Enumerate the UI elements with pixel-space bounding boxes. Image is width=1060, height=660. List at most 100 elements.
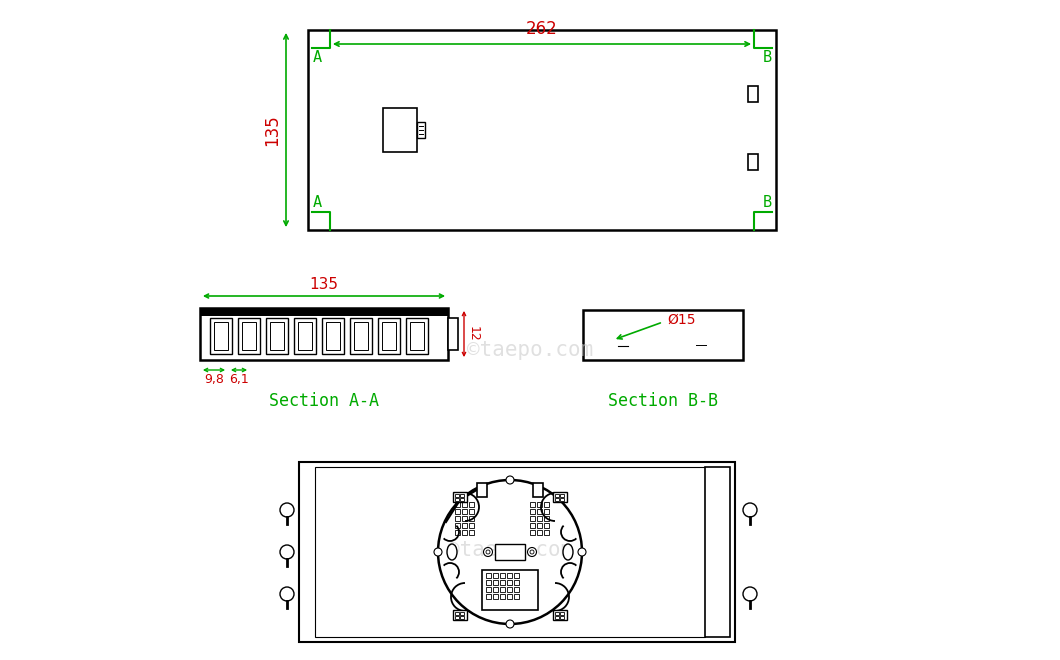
Bar [455,523,460,528]
Bar [530,502,535,507]
Bar [555,612,559,615]
Bar [500,580,505,585]
Bar [460,498,464,501]
Bar [493,573,498,578]
Bar [530,516,535,521]
Bar [383,108,417,152]
Bar [455,616,459,619]
Ellipse shape [447,544,457,560]
Bar [544,523,549,528]
Bar [406,318,428,354]
Circle shape [528,548,536,556]
Bar [448,318,458,350]
Bar [469,516,474,521]
Bar [514,587,519,592]
Text: A: A [313,195,321,210]
Ellipse shape [695,325,707,345]
Bar [705,467,730,637]
Bar [485,580,491,585]
Bar [462,502,467,507]
Bar [553,492,567,502]
Bar [298,322,312,350]
Bar [200,308,448,360]
Bar [507,573,512,578]
Bar [537,523,542,528]
Circle shape [743,503,757,517]
Bar [500,594,505,599]
Bar [507,594,512,599]
Bar [495,544,525,560]
Bar [555,616,559,619]
Bar [537,530,542,535]
Bar [544,509,549,514]
Text: 6,1: 6,1 [229,373,249,386]
Bar [469,523,474,528]
Bar [469,502,474,507]
Bar [294,318,316,354]
Bar [460,612,464,615]
Bar [530,509,535,514]
Bar [485,587,491,592]
Circle shape [438,480,582,624]
Text: B: B [762,50,772,65]
Bar [455,498,459,501]
Bar [214,322,228,350]
Bar [533,483,543,497]
Bar [200,308,448,316]
Circle shape [434,548,442,556]
Bar [460,616,464,619]
Bar [462,530,467,535]
Circle shape [708,555,726,573]
Text: A: A [313,50,321,65]
Circle shape [506,620,514,628]
Bar [514,573,519,578]
Bar [270,322,284,350]
Text: Section B-B: Section B-B [608,392,718,410]
Ellipse shape [691,320,710,350]
Bar [544,502,549,507]
Bar [460,494,464,497]
Bar [748,86,758,102]
Bar [560,616,564,619]
Bar [530,523,535,528]
Bar [455,530,460,535]
Bar [382,322,396,350]
Bar [544,530,549,535]
Bar [500,587,505,592]
Circle shape [713,560,721,568]
Bar [560,498,564,501]
Ellipse shape [617,324,630,346]
Bar [315,467,705,637]
Bar [583,310,743,360]
Bar [350,318,372,354]
Circle shape [713,512,721,519]
Bar [555,494,559,497]
Bar [266,318,288,354]
Bar [455,612,459,615]
Bar [485,573,491,578]
Circle shape [743,587,757,601]
Ellipse shape [390,115,410,145]
Bar [455,509,460,514]
Bar [477,483,487,497]
Bar [238,318,260,354]
Text: 135: 135 [263,114,281,146]
Bar [507,587,512,592]
Bar [322,318,344,354]
Bar [537,516,542,521]
Bar [493,594,498,599]
Bar [493,587,498,592]
Ellipse shape [563,544,573,560]
Circle shape [280,587,294,601]
Bar [748,154,758,170]
Bar [242,322,257,350]
Ellipse shape [612,318,634,352]
Bar [469,530,474,535]
Bar [462,523,467,528]
Bar [514,580,519,585]
Bar [453,492,467,502]
Bar [537,509,542,514]
Circle shape [530,550,534,554]
Text: 135: 135 [310,277,338,292]
Text: Section A-A: Section A-A [269,392,379,410]
